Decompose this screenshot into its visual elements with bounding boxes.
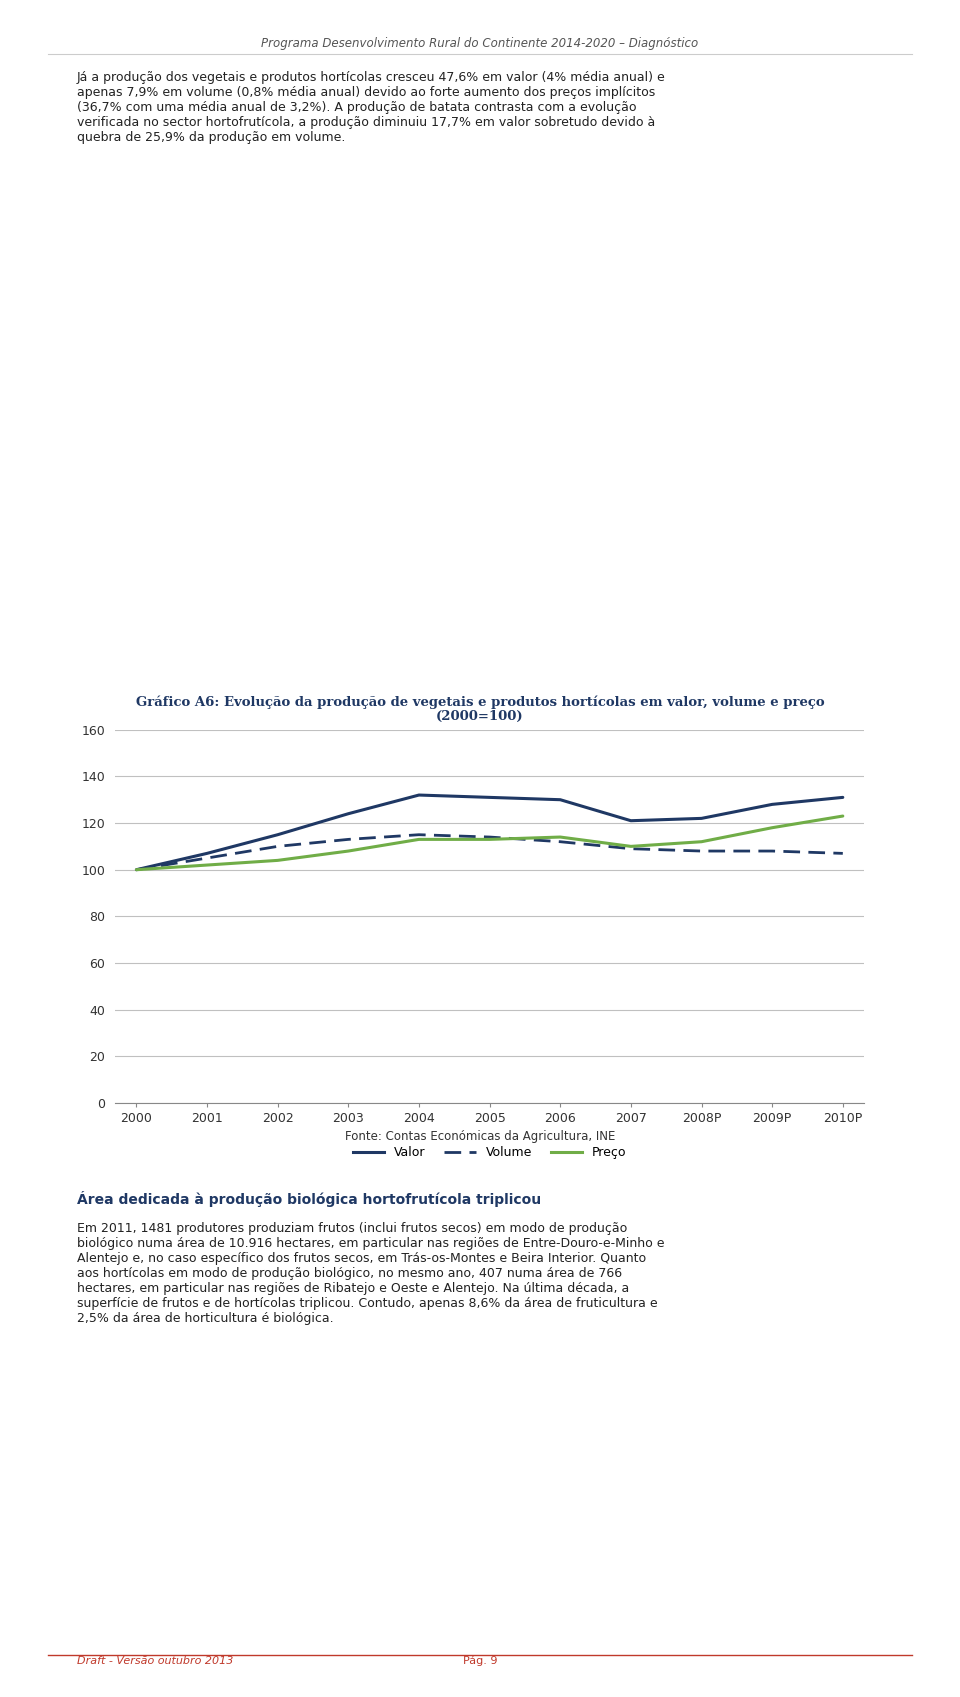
- Text: Gráfico A6: Evolução da produção de vegetais e produtos hortícolas em valor, vol: Gráfico A6: Evolução da produção de vege…: [135, 696, 825, 709]
- Text: Pág. 9: Pág. 9: [463, 1656, 497, 1666]
- Text: Área dedicada à produção biológica hortofrutícola triplicou: Área dedicada à produção biológica horto…: [77, 1191, 540, 1207]
- Text: Draft - Versão outubro 2013: Draft - Versão outubro 2013: [77, 1656, 233, 1666]
- Text: (2000=100): (2000=100): [436, 709, 524, 723]
- Text: Em 2011, 1481 produtores produziam frutos (inclui frutos secos) em modo de produ: Em 2011, 1481 produtores produziam fruto…: [77, 1222, 664, 1325]
- Legend: Valor, Volume, Preço: Valor, Volume, Preço: [348, 1140, 632, 1164]
- Text: Fonte: Contas Económicas da Agricultura, INE: Fonte: Contas Económicas da Agricultura,…: [345, 1130, 615, 1144]
- Text: Já a produção dos vegetais e produtos hortícolas cresceu 47,6% em valor (4% médi: Já a produção dos vegetais e produtos ho…: [77, 71, 665, 144]
- Text: Programa Desenvolvimento Rural do Continente 2014-2020 – Diagnóstico: Programa Desenvolvimento Rural do Contin…: [261, 37, 699, 51]
